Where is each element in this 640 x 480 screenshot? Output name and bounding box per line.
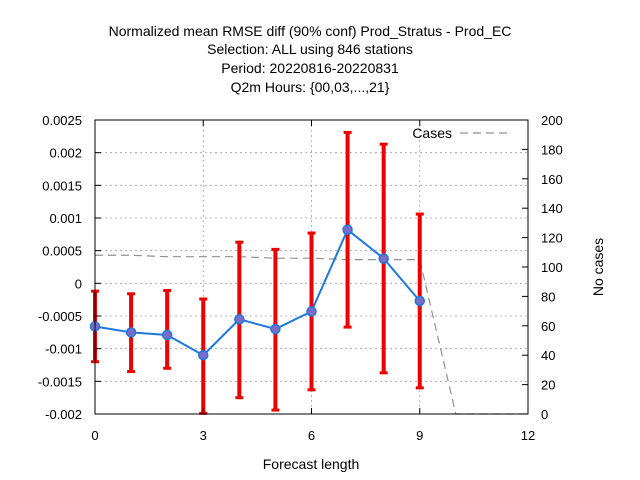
rmse-diff-line <box>94 228 421 357</box>
y-tick-label: -0.0015 <box>38 374 82 389</box>
chart-title: Normalized mean RMSE diff (90% conf) Pro… <box>109 23 512 95</box>
legend: Cases <box>412 125 512 141</box>
y2-tick-label: 160 <box>541 172 563 187</box>
y2-tick-label: 60 <box>541 319 555 334</box>
x-axis: 0 3 6 9 12 <box>91 120 535 443</box>
y-tick-label: 0.001 <box>49 211 82 226</box>
y2-tick-label: 180 <box>541 142 563 157</box>
x-tick-label: 6 <box>308 428 315 443</box>
legend-label-cases: Cases <box>412 125 452 141</box>
title-line-1: Normalized mean RMSE diff (90% conf) Pro… <box>109 23 512 39</box>
y-tick-label: 0 <box>75 276 82 291</box>
rmse-diff-point <box>234 314 245 325</box>
x-tick-label: 12 <box>521 428 535 443</box>
rmse-diff-point <box>378 253 389 264</box>
y-tick-label: 0.0025 <box>42 113 82 128</box>
x-axis-label: Forecast length <box>263 456 360 472</box>
rmse-diff-point <box>342 224 353 236</box>
x-tick-label: 9 <box>416 428 423 443</box>
y-axis-right: 0 20 40 60 80 100 120 140 160 180 200 <box>522 113 563 422</box>
y-tick-label: 0.002 <box>49 146 82 161</box>
x-tick-label: 3 <box>200 428 207 443</box>
x-tick-label: 0 <box>91 428 98 443</box>
y2-tick-label: 120 <box>541 231 563 246</box>
rmse-diff-point <box>125 327 137 338</box>
rmse-diff-point <box>270 323 281 335</box>
y-axis-left: -0.002 -0.0015 -0.001 -0.0005 0 0.0005 0.001 0.… <box>38 113 101 422</box>
y2-tick-label: 20 <box>541 378 555 393</box>
y-tick-label: -0.001 <box>45 342 82 357</box>
rmse-diff-series <box>89 224 425 361</box>
y2-axis-label: No cases <box>590 238 606 296</box>
title-line-2: Selection: ALL using 846 stations <box>207 41 413 57</box>
y2-tick-label: 200 <box>541 113 563 128</box>
y2-tick-label: 140 <box>541 201 563 216</box>
y-tick-label: 0.0005 <box>42 244 82 259</box>
y-tick-label: -0.0005 <box>38 309 82 324</box>
error-bars <box>91 130 424 415</box>
y-tick-label: 0.0015 <box>42 178 82 193</box>
y2-tick-label: 100 <box>541 260 563 275</box>
title-line-3: Period: 20220816-20220831 <box>221 60 399 76</box>
rmse-diff-point <box>306 306 317 317</box>
rmse-diff-point <box>161 329 173 341</box>
rmse-diff-point <box>198 349 209 361</box>
y2-tick-label: 40 <box>541 348 555 363</box>
rmse-diff-point <box>414 295 425 307</box>
y-tick-label: -0.002 <box>45 407 82 422</box>
title-line-4: Q2m Hours: {00,03,...,21} <box>231 79 390 95</box>
y2-tick-label: 80 <box>541 289 555 304</box>
y2-tick-label: 0 <box>541 407 548 422</box>
